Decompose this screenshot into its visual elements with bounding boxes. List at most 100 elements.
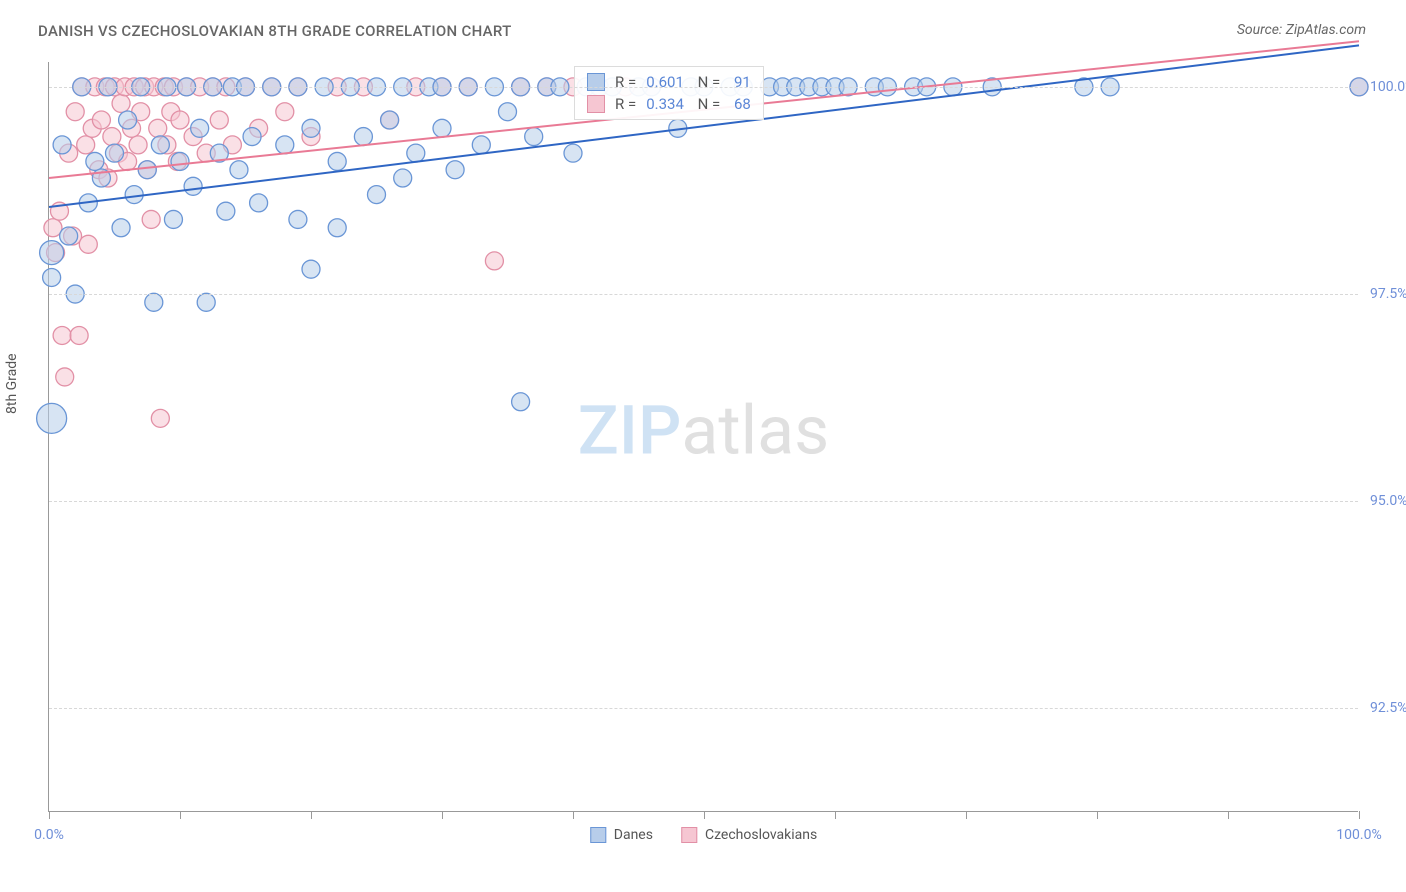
danes-point	[138, 161, 156, 179]
x-tick-label: 100.0%	[1336, 827, 1381, 843]
stat-n-label: N =	[694, 95, 720, 113]
danes-point	[191, 119, 209, 137]
y-axis-label: 8th Grade	[4, 353, 20, 414]
gridline-h	[49, 294, 1358, 295]
x-tick	[1228, 811, 1229, 819]
danes-point	[125, 186, 143, 204]
danes-point	[112, 219, 130, 237]
czech-point	[151, 409, 169, 427]
stat-n-label: N =	[694, 73, 720, 91]
stat-row-czech: R = 0.334 N = 68	[587, 95, 751, 113]
stat-row-danes: R = 0.601 N = 91	[587, 73, 751, 91]
y-tick-label: 97.5%	[1370, 286, 1406, 302]
chart-svg	[49, 62, 1358, 811]
czech-point	[56, 368, 74, 386]
x-tick	[966, 811, 967, 819]
danes-point	[151, 136, 169, 154]
stat-r-value: 0.334	[646, 95, 684, 113]
czech-point	[70, 326, 88, 344]
x-tick	[573, 811, 574, 819]
danes-point	[394, 169, 412, 187]
legend-swatch-danes	[590, 827, 606, 843]
y-tick-label: 100.0%	[1370, 79, 1406, 95]
czech-point	[79, 235, 97, 253]
danes-point	[276, 136, 294, 154]
x-tick	[1097, 811, 1098, 819]
stat-n-value: 91	[730, 73, 751, 91]
source-attribution: Source: ZipAtlas.com	[1237, 22, 1366, 38]
stat-swatch-danes	[587, 73, 605, 91]
danes-point	[43, 268, 61, 286]
danes-point	[243, 128, 261, 146]
czech-point	[276, 103, 294, 121]
legend-item-danes: Danes	[590, 827, 653, 843]
czech-point	[92, 111, 110, 129]
stat-n-value: 68	[730, 95, 751, 113]
danes-point	[407, 144, 425, 162]
stat-swatch-czech	[587, 95, 605, 113]
danes-point	[302, 119, 320, 137]
y-tick-label: 92.5%	[1370, 700, 1406, 716]
danes-point	[53, 136, 71, 154]
danes-point	[119, 111, 137, 129]
czech-point	[66, 103, 84, 121]
stat-r-value: 0.601	[646, 73, 684, 91]
danes-point	[328, 219, 346, 237]
stat-r-label: R =	[615, 95, 636, 113]
x-tick	[180, 811, 181, 819]
danes-point	[230, 161, 248, 179]
danes-point	[60, 227, 78, 245]
chart-title: DANISH VS CZECHOSLOVAKIAN 8TH GRADE CORR…	[38, 22, 512, 40]
x-tick	[835, 811, 836, 819]
stats-box: R = 0.601 N = 91 R = 0.334 N = 68	[574, 66, 764, 120]
danes-point	[184, 177, 202, 195]
czech-point	[112, 94, 130, 112]
czech-point	[77, 136, 95, 154]
plot-area: ZIPatlas R =0.601 N = 91R =0.334 N = 68 …	[48, 62, 1358, 812]
danes-point	[250, 194, 268, 212]
x-tick	[311, 811, 312, 819]
y-tick-label: 95.0%	[1370, 493, 1406, 509]
legend-label-danes: Danes	[614, 827, 653, 843]
czech-point	[53, 326, 71, 344]
danes-point	[499, 103, 517, 121]
danes-point	[472, 136, 490, 154]
danes-point	[37, 403, 67, 433]
danes-point	[354, 128, 372, 146]
danes-point	[564, 144, 582, 162]
danes-point	[381, 111, 399, 129]
danes-point	[512, 393, 530, 411]
legend-swatch-czech	[681, 827, 697, 843]
x-tick	[49, 811, 50, 819]
danes-point	[106, 144, 124, 162]
danes-point	[446, 161, 464, 179]
danes-point	[302, 260, 320, 278]
danes-point	[368, 186, 386, 204]
danes-point	[164, 210, 182, 228]
czech-point	[210, 111, 228, 129]
stat-r-label: R =	[615, 73, 636, 91]
gridline-h	[49, 87, 1358, 88]
czech-point	[171, 111, 189, 129]
danes-point	[217, 202, 235, 220]
bottom-legend: Danes Czechoslovakians	[590, 827, 817, 843]
danes-point	[433, 119, 451, 137]
gridline-h	[49, 708, 1358, 709]
danes-point	[525, 128, 543, 146]
czech-point	[149, 119, 167, 137]
x-tick	[442, 811, 443, 819]
legend-item-czech: Czechoslovakians	[681, 827, 817, 843]
danes-point	[171, 152, 189, 170]
danes-point	[145, 293, 163, 311]
danes-point	[289, 210, 307, 228]
danes-point	[86, 152, 104, 170]
czech-point	[129, 136, 147, 154]
x-tick-label: 0.0%	[34, 827, 64, 843]
czech-point	[103, 128, 121, 146]
x-tick	[704, 811, 705, 819]
czech-point	[485, 252, 503, 270]
legend-label-czech: Czechoslovakians	[705, 827, 817, 843]
czech-point	[142, 210, 160, 228]
x-tick	[1359, 811, 1360, 819]
danes-point	[40, 241, 64, 265]
